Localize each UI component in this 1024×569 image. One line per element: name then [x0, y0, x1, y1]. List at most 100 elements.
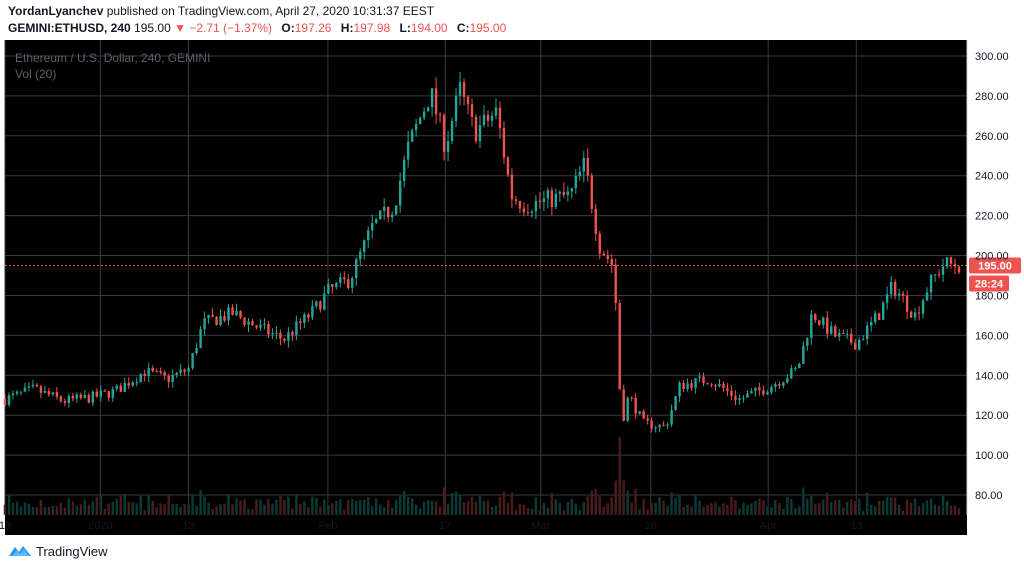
- candle-body: [87, 395, 91, 403]
- volume-bar: [798, 506, 801, 515]
- volume-bar: [123, 494, 126, 515]
- volume-bar: [562, 510, 566, 515]
- volume-bar: [897, 504, 901, 515]
- volume-bar: [414, 504, 418, 515]
- volume-bar: [846, 502, 849, 515]
- candle-body: [418, 117, 422, 124]
- candle-body: [434, 88, 438, 115]
- volume-bar: [15, 501, 19, 515]
- volume-bar: [766, 506, 769, 515]
- candle-body: [873, 313, 877, 322]
- high-label: H:: [340, 21, 354, 35]
- candle-body: [11, 393, 15, 396]
- candle-body: [442, 115, 446, 152]
- volume-bar: [921, 502, 925, 515]
- y-tick-label: 240.00: [975, 171, 1009, 183]
- volume-bar: [63, 507, 67, 515]
- volume-bar: [127, 501, 130, 515]
- candle-body: [686, 383, 689, 389]
- volume-bar: [710, 503, 713, 515]
- x-axis[interactable]: 19 2020 13 Feb 17 Mar 16 Apr 13: [0, 520, 862, 532]
- volume-bar: [814, 504, 817, 515]
- y-tick-label: 300.00: [975, 51, 1009, 63]
- volume-bar: [287, 496, 290, 515]
- candle-body: [159, 371, 162, 373]
- volume-bar: [638, 509, 641, 515]
- publish-info: YordanLyanchev published on TradingView.…: [8, 3, 434, 19]
- volume-bar: [957, 508, 961, 515]
- candle-body: [646, 418, 649, 421]
- volume-bar: [754, 500, 757, 515]
- volume-bar: [622, 480, 625, 515]
- volume-bar: [275, 499, 278, 515]
- x-tick-label: Mar: [531, 520, 550, 532]
- volume-bar: [179, 507, 182, 515]
- volume-bar: [51, 505, 55, 515]
- volume-bar: [267, 498, 270, 515]
- candle-body: [67, 395, 71, 403]
- candle-body: [163, 372, 166, 376]
- volume-bar: [247, 508, 250, 515]
- candle-body: [135, 382, 138, 384]
- volume-bar: [933, 504, 937, 515]
- candle-body: [726, 388, 729, 391]
- candle-body: [858, 339, 861, 350]
- volume-bar: [602, 506, 605, 515]
- symbol-info-bar: GEMINI:ETHUSD, 240 195.00 ▼ −2.71 (−1.37…: [8, 20, 506, 36]
- candle-body: [766, 392, 769, 395]
- volume-bar: [79, 504, 83, 515]
- volume-bar: [379, 504, 382, 515]
- candle-body: [406, 141, 410, 160]
- volume-bar: [850, 499, 853, 515]
- volume-bar: [893, 497, 897, 515]
- volume-bar: [550, 493, 554, 515]
- x-tick-label: 13: [182, 520, 194, 532]
- volume-bar: [55, 506, 59, 515]
- tradingview-brand[interactable]: TradingView: [36, 543, 108, 559]
- candle-body: [806, 337, 809, 346]
- volume-bar: [386, 500, 390, 515]
- volume-bar: [810, 495, 813, 515]
- volume-bar: [339, 499, 342, 515]
- chart-area[interactable]: 195.00 28:24 80.00 100.00 120.00 140.00 160.0…: [0, 40, 1024, 535]
- y-axis[interactable]: 80.00 100.00 120.00 140.00 160.00 180.00 200.0…: [966, 40, 1009, 515]
- tradingview-logo-icon[interactable]: [8, 544, 32, 558]
- volume-bar: [722, 503, 725, 515]
- candle-body: [730, 390, 733, 396]
- volume-bar: [818, 502, 821, 515]
- author-name[interactable]: YordanLyanchev: [8, 4, 104, 18]
- candle-body: [718, 383, 721, 387]
- volume-bar: [203, 496, 206, 515]
- candle-body: [598, 233, 601, 254]
- volume-bar: [822, 499, 825, 515]
- volume-bar: [135, 503, 138, 515]
- candle-body: [606, 255, 609, 260]
- price-chart[interactable]: 195.00 28:24 80.00 100.00 120.00 140.00 160.0…: [0, 40, 1024, 535]
- volume-bar: [534, 497, 538, 515]
- candle-body: [251, 321, 254, 326]
- candle-body: [510, 174, 514, 200]
- volume-bar: [738, 508, 741, 515]
- volume-indicator-label: Vol (20): [15, 67, 57, 81]
- volume-bar: [131, 502, 134, 515]
- candle-body: [386, 206, 390, 218]
- x-tick-label: Apr: [760, 520, 777, 532]
- volume-bar: [147, 494, 150, 515]
- volume-bar: [402, 490, 406, 515]
- volume-bar: [319, 506, 322, 515]
- candle-body: [798, 363, 801, 369]
- candle-body: [454, 95, 458, 122]
- candle-body: [323, 293, 326, 310]
- candle-body: [191, 353, 194, 369]
- candle-body: [790, 368, 793, 379]
- volume-bar: [47, 506, 51, 515]
- candle-body: [650, 420, 653, 429]
- candle-body: [63, 401, 67, 403]
- candle-body: [854, 342, 857, 350]
- candle-body: [215, 316, 218, 326]
- volume-bar: [75, 505, 79, 515]
- volume-bar: [630, 502, 633, 515]
- candle-body: [626, 397, 629, 421]
- volume-bar: [83, 499, 87, 515]
- volume-bar: [778, 503, 781, 515]
